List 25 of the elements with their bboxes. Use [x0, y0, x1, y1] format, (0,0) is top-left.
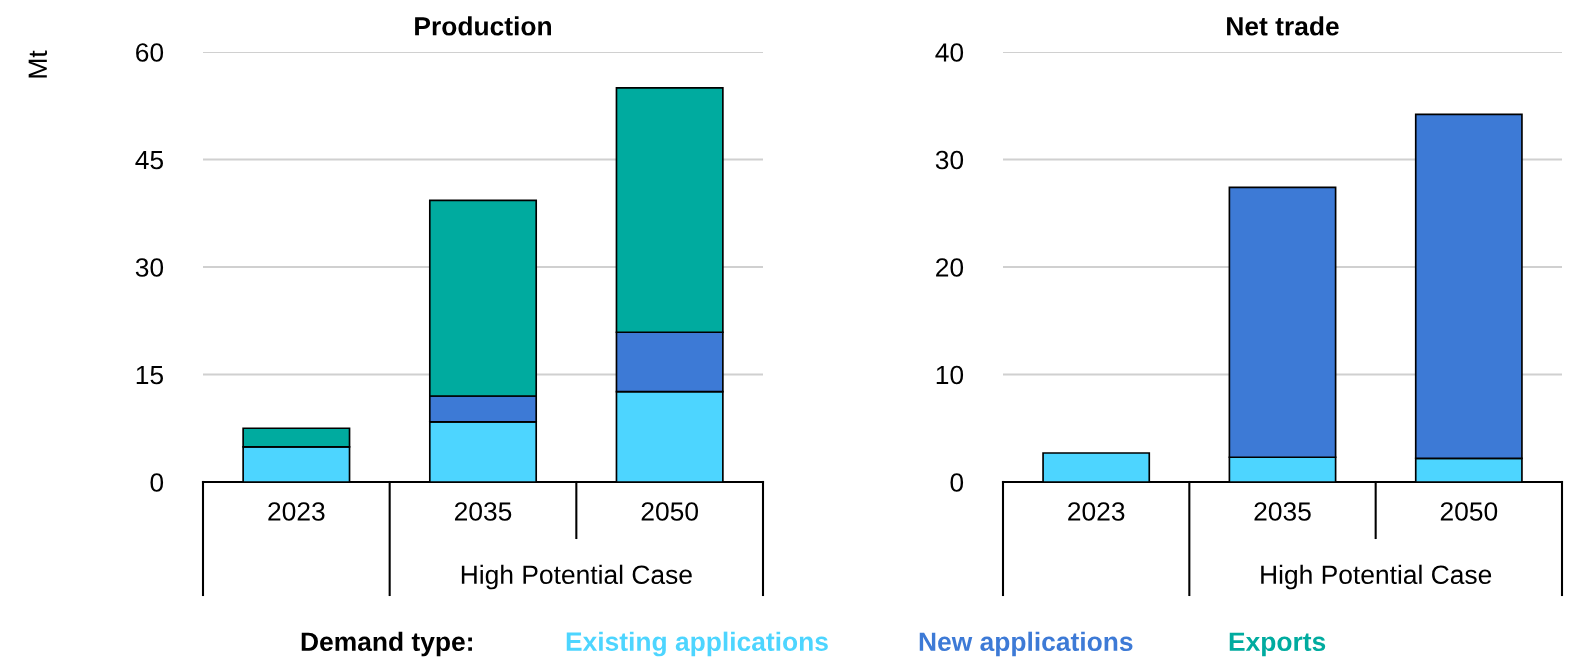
chart-title: Net trade — [1227, 16, 1339, 36]
y-tick-label: 40 — [935, 43, 964, 62]
y-tick-label: 30 — [135, 258, 164, 277]
text: High Potential Case — [1261, 564, 1492, 590]
chart-title: Production — [415, 16, 551, 36]
text: Existing applications — [566, 631, 828, 657]
x-tick-label: 2035 — [454, 502, 512, 521]
y-tick-label: 10 — [936, 365, 964, 385]
text: High Potential Case — [461, 564, 692, 590]
y-tick-label: 30 — [935, 150, 964, 170]
x-tick-label: 2050 — [1440, 502, 1498, 521]
y-tick-label: 20 — [936, 258, 964, 277]
y-tick-label: 0 — [150, 473, 164, 492]
x-tick-label: 2023 — [1068, 502, 1125, 521]
x-tick-label: 2023 — [268, 502, 325, 521]
x-tick-label: 2050 — [641, 502, 698, 521]
y-axis-title: Mt — [28, 50, 48, 78]
text: New applications — [919, 631, 1133, 657]
y-tick-label: 15 — [136, 365, 164, 385]
x-tick-label: 2035 — [1254, 502, 1311, 521]
y-tick-label: 45 — [135, 150, 164, 170]
y-tick-label: 0 — [950, 473, 964, 492]
text: Exports — [1229, 632, 1326, 657]
y-tick-label: 60 — [136, 43, 164, 62]
legend-title: Demand type: — [301, 631, 472, 657]
